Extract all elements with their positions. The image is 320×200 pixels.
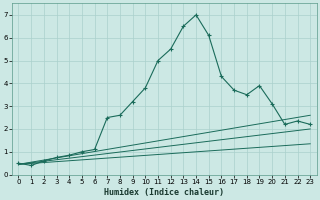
- X-axis label: Humidex (Indice chaleur): Humidex (Indice chaleur): [104, 188, 224, 197]
